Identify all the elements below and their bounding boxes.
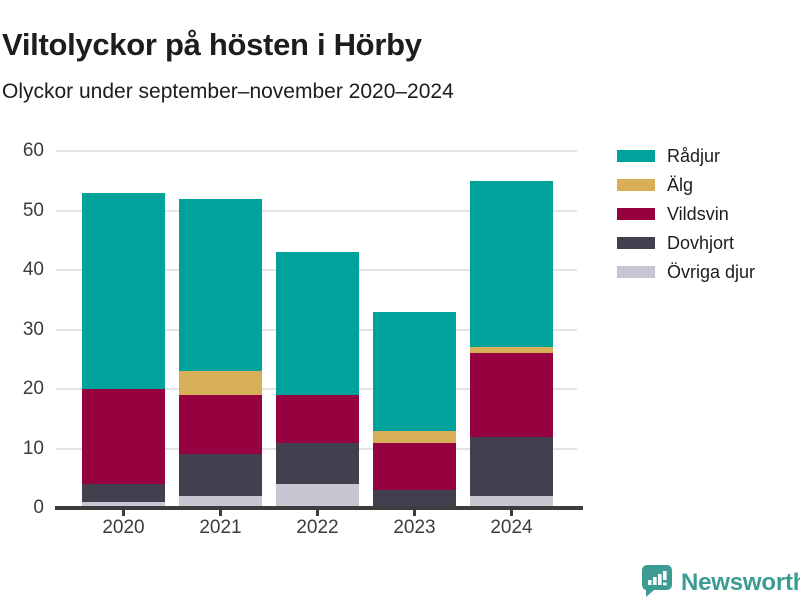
bar-segment bbox=[470, 496, 553, 508]
plot-area bbox=[56, 148, 577, 509]
x-axis-label: 2024 bbox=[490, 517, 533, 538]
legend-label: Rådjur bbox=[667, 145, 721, 166]
x-axis-tick bbox=[510, 509, 513, 516]
bar-segment bbox=[373, 490, 456, 508]
y-axis-label: 10 bbox=[22, 437, 44, 459]
y-axis-label: 20 bbox=[22, 378, 44, 399]
legend-label: Vildsvin bbox=[667, 203, 729, 224]
x-axis-label: 2020 bbox=[102, 517, 145, 538]
x-axis-label: 2021 bbox=[199, 517, 242, 538]
legend-swatch bbox=[617, 208, 655, 220]
bar-segment bbox=[179, 394, 262, 455]
y-axis-label: 60 bbox=[22, 140, 44, 161]
bar-segment bbox=[276, 252, 359, 395]
bar-segment bbox=[82, 389, 165, 485]
legend-item: Rådjur bbox=[617, 146, 755, 166]
legend-label: Älg bbox=[667, 174, 694, 195]
newsworthy-logo-text: Newsworthy bbox=[681, 569, 800, 596]
x-axis-line bbox=[55, 506, 583, 510]
bar-segment bbox=[179, 198, 262, 372]
bar-segment bbox=[276, 394, 359, 443]
chart-title: Viltolyckor på hösten i Hörby bbox=[2, 26, 422, 62]
legend-label: Dovhjort bbox=[667, 232, 735, 253]
x-axis-label: 2023 bbox=[393, 517, 436, 538]
legend-item: Älg bbox=[617, 175, 755, 195]
bar-segment bbox=[373, 311, 456, 431]
speech-bubble-shape bbox=[641, 565, 672, 597]
y-axis-label: 30 bbox=[22, 318, 44, 340]
legend-item: Övriga djur bbox=[617, 262, 755, 282]
bar-segment bbox=[470, 180, 553, 348]
bar-segment bbox=[470, 436, 553, 497]
bar-segment bbox=[276, 484, 359, 508]
bar-segment bbox=[179, 371, 262, 395]
bar-segment bbox=[179, 496, 262, 508]
y-axis-label: 50 bbox=[22, 199, 44, 221]
legend-item: Dovhjort bbox=[617, 233, 755, 253]
legend: Rådjur Älg Vildsvin Dovhjort Övriga djur bbox=[617, 146, 755, 295]
gridline-50 bbox=[56, 209, 577, 212]
newsworthy-logo[interactable]: Newsworthy bbox=[640, 564, 800, 602]
gridline-60 bbox=[56, 150, 577, 152]
bar-segment bbox=[373, 430, 456, 443]
newsworthy-bar-chart-speech-bubble-icon bbox=[640, 564, 673, 602]
legend-label: Övriga djur bbox=[667, 261, 756, 282]
bar-segment bbox=[179, 454, 262, 497]
bar-segment bbox=[82, 192, 165, 389]
legend-swatch bbox=[617, 237, 655, 249]
bar-segment bbox=[82, 502, 165, 508]
y-axis-label: 40 bbox=[22, 259, 44, 280]
legend-swatch bbox=[617, 266, 655, 278]
y-axis-label: 0 bbox=[33, 497, 44, 518]
chart-subtitle: Olyckor under september–november 2020–20… bbox=[2, 80, 454, 103]
legend-swatch bbox=[617, 150, 655, 162]
legend-item: Vildsvin bbox=[617, 204, 755, 224]
legend-swatch bbox=[617, 179, 655, 191]
x-axis-tick bbox=[316, 509, 319, 516]
bar-segment bbox=[373, 442, 456, 491]
x-axis-tick bbox=[219, 509, 222, 516]
bar-segment bbox=[470, 353, 553, 437]
x-axis-tick bbox=[122, 509, 125, 516]
x-axis-label: 2022 bbox=[296, 517, 339, 538]
bar-segment bbox=[470, 347, 553, 354]
bar-segment bbox=[82, 484, 165, 503]
bar-segment bbox=[276, 442, 359, 485]
x-axis-tick bbox=[413, 509, 416, 516]
